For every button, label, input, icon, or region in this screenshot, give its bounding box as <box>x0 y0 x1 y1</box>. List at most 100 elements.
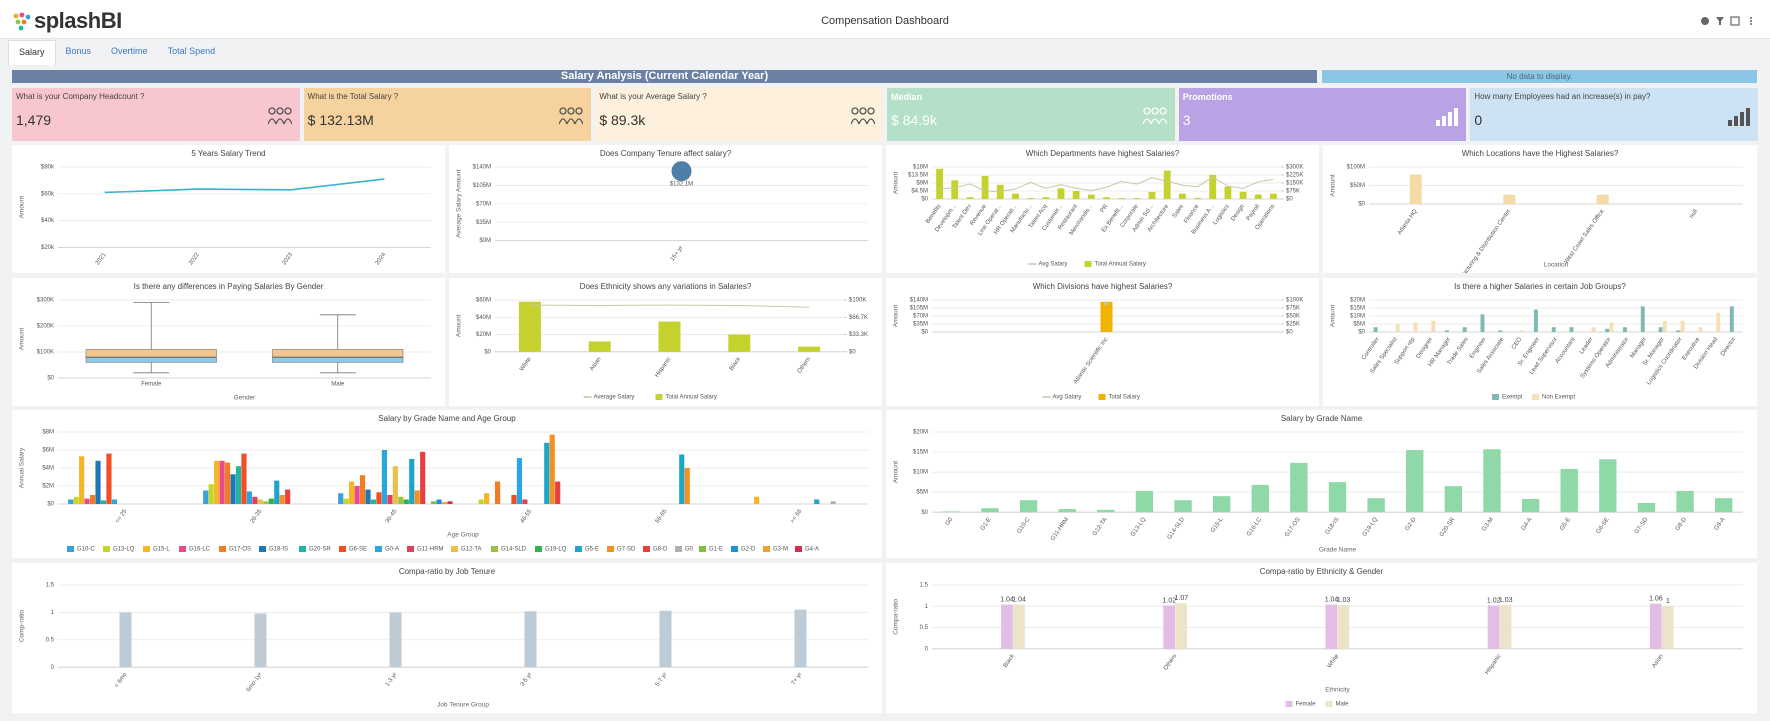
bar <box>936 168 944 199</box>
toolbar-icons[interactable] <box>1700 16 1756 26</box>
y-tick-label: $200K <box>37 324 54 330</box>
tab[interactable]: Bonus <box>65 46 92 56</box>
chart-title: 5 Years Salary Trend <box>191 149 265 158</box>
x-tick-label: Logistics Coordinator <box>1646 337 1683 387</box>
chart-title: Compa-ratio by Job Tenure <box>399 567 496 576</box>
y-tick-label: $70M <box>913 314 928 320</box>
legend-label: Male <box>1336 702 1350 708</box>
x-tick-label: Atlanta HQ <box>1397 208 1419 236</box>
x-tick-label: 1-3 yr <box>385 672 399 688</box>
y-axis-title: Amount <box>893 305 900 328</box>
legend-swatch <box>451 546 458 552</box>
kpi-value: $ 89.3k <box>599 112 646 128</box>
data-label: 1.06 <box>1649 596 1663 603</box>
section-banner: Salary Analysis (Current Calendar Year) <box>12 70 1317 83</box>
tab[interactable]: Total Spend <box>167 46 216 56</box>
data-label: 1.04 <box>1000 596 1014 603</box>
kpi-icon <box>1142 107 1167 125</box>
y-tick-label: $40k <box>41 218 55 224</box>
bar <box>1498 330 1503 332</box>
y-tick-label: 0 <box>51 665 55 671</box>
x-tick-label: null <box>1689 209 1699 220</box>
legend-swatch <box>575 546 582 552</box>
icon-part <box>276 107 284 115</box>
bar <box>1290 462 1308 513</box>
x-tick-label: Male <box>331 382 345 388</box>
bar <box>684 468 690 504</box>
bar <box>381 450 388 504</box>
x-tick-label: White <box>519 356 533 373</box>
bar <box>478 499 484 504</box>
legend-swatch <box>67 546 74 552</box>
top-bar: splashBI Compensation Dashboard <box>0 0 1770 39</box>
y-tick-label: 1.5 <box>920 583 929 589</box>
y-tick-label: $0 <box>921 197 928 203</box>
bar <box>814 499 820 504</box>
x-tick-label: Asian <box>589 356 603 372</box>
bar <box>1148 191 1156 199</box>
x-tick-label: G4-A <box>1521 517 1534 532</box>
bar <box>518 301 541 352</box>
chart-title: Does Ethnicity shows any variations in S… <box>580 282 752 291</box>
kpi-label: Median <box>891 92 923 102</box>
x-tick-label: Atlantic Scientific Inc <box>1073 337 1109 386</box>
y-tick-label: $100K <box>849 298 866 304</box>
legend-label: G8-D <box>653 547 668 553</box>
bar <box>494 481 501 504</box>
bar <box>1337 604 1350 649</box>
y-tick-label: $33.3K <box>849 332 868 338</box>
icon-part <box>559 118 568 125</box>
legend-label: G6-SE <box>349 547 367 553</box>
chart-panel: Compa-ratio by Job Tenure 0 0.5 1 1.5 Comp-ra… <box>12 563 882 713</box>
y-tick-label: $300K <box>37 298 54 304</box>
legend-swatch <box>1532 394 1539 400</box>
bar <box>254 613 267 668</box>
bar <box>1325 604 1338 649</box>
logo[interactable]: splashBI <box>12 8 122 34</box>
y-tick-label: $4M <box>42 466 54 472</box>
bar <box>1609 322 1614 332</box>
y-tick-label: 0.5 <box>46 637 55 643</box>
y-tick-label: $0 <box>47 376 54 382</box>
bar <box>252 496 258 504</box>
y-tick-label: $105M <box>473 183 491 189</box>
x-tick-label: G6-SE <box>1596 517 1611 535</box>
y-tick-label: $100K <box>1286 298 1303 304</box>
bar <box>1431 320 1436 332</box>
y-axis-title: Amount <box>456 315 463 338</box>
y-tick-label: $6M <box>42 448 54 454</box>
y-tick-label: $9M <box>916 181 928 187</box>
icon-part <box>1158 118 1167 125</box>
bar <box>1027 198 1035 199</box>
legend-swatch <box>219 546 226 552</box>
bar <box>1661 606 1674 649</box>
legend-swatch <box>491 546 498 552</box>
chart-panel: Does Company Tenure affect salary? $0M $35… <box>449 145 882 273</box>
icon-part <box>283 118 292 125</box>
bar <box>1251 484 1269 513</box>
x-tick-label: G11-HRM <box>1050 517 1070 542</box>
bar <box>1175 603 1187 649</box>
chart-title: Is there a higher Salaries in certain Jo… <box>1454 282 1626 291</box>
bar <box>1118 198 1126 199</box>
x-tick-label: Black <box>1003 653 1017 669</box>
x-tick-label: 56-65 <box>655 508 669 525</box>
kpi-card: What is your Average Salary ? $ 89.3k <box>595 88 884 141</box>
y-tick-label: $0 <box>921 330 928 336</box>
bar <box>203 490 209 504</box>
icon-part <box>284 107 292 115</box>
tab[interactable]: Salary <box>8 40 56 65</box>
x-tick-label: G2-D <box>1405 516 1419 532</box>
bar <box>365 489 371 504</box>
icon-part <box>867 107 875 115</box>
tab[interactable]: Overtime <box>111 46 148 56</box>
y-tick-label: $66.7K <box>849 315 868 321</box>
bubble <box>671 161 692 182</box>
bar <box>511 495 517 504</box>
y-tick-label: $0 <box>921 510 928 516</box>
box-lower <box>272 356 404 363</box>
bar <box>1254 194 1262 199</box>
x-tick-label: 15+ yr <box>670 245 685 262</box>
legend-swatch <box>675 546 682 552</box>
legend-swatch <box>375 546 382 552</box>
